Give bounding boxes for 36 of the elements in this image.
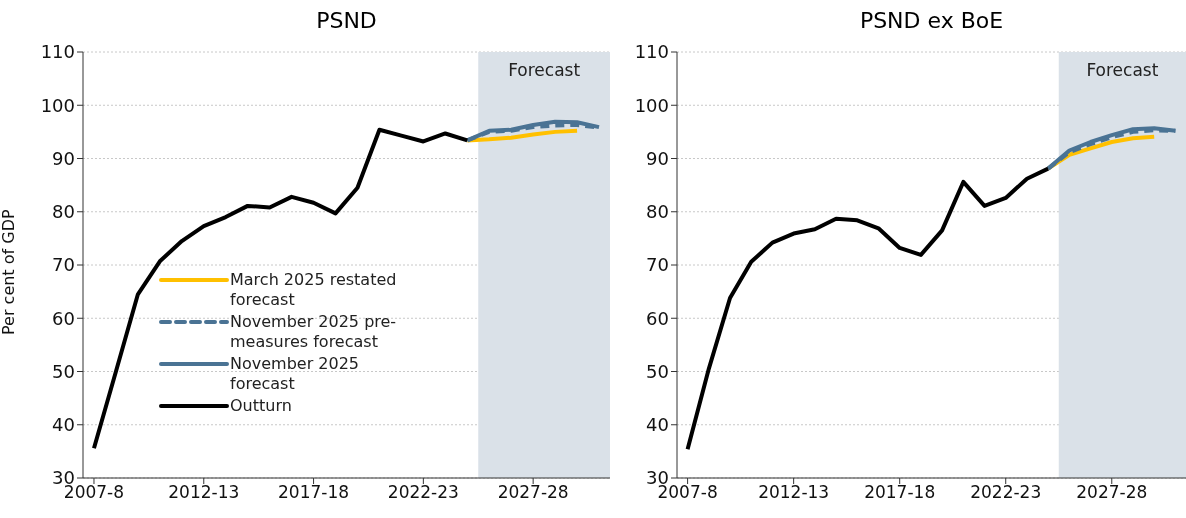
y-tick-label: 40 [646,414,669,436]
y-tick-label: 90 [52,147,75,169]
x-tick-label: 2027-28 [1076,482,1148,503]
annotation: Forecast [508,60,581,81]
annotation: Forecast [1086,60,1159,81]
x-tick-label: 2017-18 [278,482,350,503]
x-tick-label: 2027-28 [497,482,569,503]
y-tick-label: 50 [52,360,75,382]
y-tick-label: 80 [646,201,669,223]
y-tick-label: 100 [40,94,75,116]
y-axis-title: Per cent of GDP [0,209,18,335]
legend-label: November 2025 forecast [230,354,361,394]
y-tick-label: 60 [646,307,669,329]
y-tick-label: 70 [646,254,669,276]
x-tick-label: 2017-18 [864,482,936,503]
x-tick-label: 2022-23 [970,482,1042,503]
y-tick-label: 90 [646,147,669,169]
chart-title: PSND ex BoE [858,8,1005,33]
legend-label: March 2025 restated forecast [230,270,398,310]
x-tick-label: 2012-13 [168,482,240,503]
y-tick-label: 110 [40,41,75,63]
chart-title: PSND [315,8,378,33]
x-tick-label: 2022-23 [387,482,459,503]
y-tick-label: 40 [52,414,75,436]
legend-label: November 2025 pre-measures forecast [230,312,398,352]
y-tick-label: 110 [634,41,669,63]
line-series [465,128,580,143]
legend-label: Outturn [230,396,293,416]
line-series [685,166,1051,452]
line-series [91,127,470,451]
y-tick-label: 100 [634,94,669,116]
y-tick-label: 80 [52,201,75,223]
y-tick-label: 70 [52,254,75,276]
x-tick-label: 2012-13 [758,482,830,503]
y-tick-label: 60 [52,307,75,329]
y-tick-label: 50 [646,360,669,382]
